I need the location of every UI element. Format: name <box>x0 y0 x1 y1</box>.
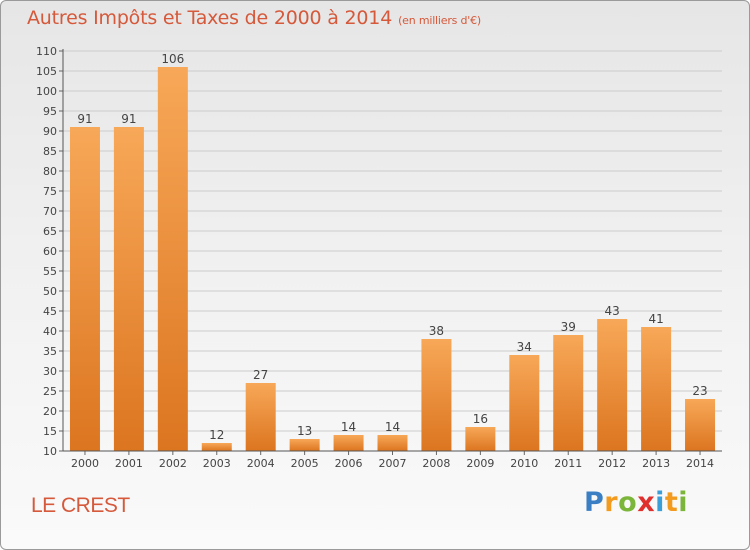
x-tick-label: 2002 <box>159 457 187 470</box>
x-tick-label: 2001 <box>115 457 143 470</box>
x-tick-label: 2004 <box>247 457 275 470</box>
data-label: 39 <box>561 320 576 334</box>
bar-2007 <box>377 435 408 451</box>
y-tick-label: 75 <box>43 185 57 198</box>
y-tick-label: 105 <box>36 65 57 78</box>
chart-title-unit: (en milliers d'€) <box>398 14 481 27</box>
y-tick-label: 10 <box>43 445 57 458</box>
bar-2000 <box>69 127 100 451</box>
logo-letter: P <box>584 487 605 518</box>
x-tick-label: 2010 <box>510 457 538 470</box>
y-axis-ticks: 10 15 20 25 30 35 40 45 50 55 60 65 70 75 80 85 90 95 100 1… <box>36 45 63 458</box>
data-label: 41 <box>648 312 663 326</box>
logo-letter: t <box>664 487 679 518</box>
y-tick-label: 50 <box>43 285 57 298</box>
data-label: 27 <box>253 368 268 382</box>
x-tick-label: 2011 <box>554 457 582 470</box>
logo-letter: x <box>637 487 656 518</box>
y-tick-label: 95 <box>43 105 57 118</box>
y-tick-label: 55 <box>43 265 57 278</box>
y-tick-label: 90 <box>43 125 57 138</box>
y-tick-label: 15 <box>43 425 57 438</box>
data-label: 38 <box>429 324 444 338</box>
x-tick-label: 2003 <box>203 457 231 470</box>
y-tick-label: 85 <box>43 145 57 158</box>
logo-letter: o <box>618 487 638 518</box>
commune-name: LE CREST <box>31 494 130 517</box>
bar-2009 <box>465 427 496 451</box>
x-tick-label: 2008 <box>422 457 450 470</box>
bar-2013 <box>641 327 672 451</box>
bar-2001 <box>113 127 144 451</box>
x-tick-label: 2006 <box>335 457 363 470</box>
logo-letter: i <box>655 487 665 518</box>
x-tick-label: 2014 <box>686 457 714 470</box>
logo-letter: r <box>604 487 619 518</box>
bar-2005 <box>289 439 320 451</box>
y-tick-label: 45 <box>43 305 57 318</box>
bar-2004 <box>245 383 276 451</box>
bar-2006 <box>333 435 364 451</box>
data-label: 12 <box>209 428 224 442</box>
proxiti-logo: Proxiti <box>584 487 688 518</box>
data-label: 16 <box>473 412 488 426</box>
logo-letter: i <box>678 487 689 518</box>
data-labels: 91 91 106 12 27 13 14 14 38 16 34 39 43 41 23 <box>77 52 707 442</box>
bar-2010 <box>509 355 540 451</box>
bar-2012 <box>597 319 628 451</box>
data-label: 91 <box>77 112 92 126</box>
bars <box>69 67 716 451</box>
data-label: 91 <box>121 112 136 126</box>
y-tick-label: 25 <box>43 385 57 398</box>
y-tick-label: 30 <box>43 365 57 378</box>
data-label: 23 <box>692 384 707 398</box>
x-tick-label: 2009 <box>466 457 494 470</box>
x-tick-label: 2013 <box>642 457 670 470</box>
y-tick-label: 65 <box>43 225 57 238</box>
bar-2014 <box>685 399 716 451</box>
y-tick-label: 100 <box>36 85 57 98</box>
y-tick-label: 40 <box>43 325 57 338</box>
data-label: 34 <box>517 340 532 354</box>
bar-2008 <box>421 339 452 451</box>
y-tick-label: 110 <box>36 45 57 58</box>
data-label: 43 <box>605 304 620 318</box>
data-label: 14 <box>385 420 400 434</box>
x-tick-label: 2012 <box>598 457 626 470</box>
y-tick-label: 35 <box>43 345 57 358</box>
y-tick-label: 70 <box>43 205 57 218</box>
x-tick-label: 2005 <box>291 457 319 470</box>
axes <box>62 49 722 452</box>
y-tick-label: 60 <box>43 245 57 258</box>
x-tick-label: 2007 <box>379 457 407 470</box>
data-label: 14 <box>341 420 356 434</box>
bar-2002 <box>157 67 188 451</box>
bar-2011 <box>553 335 584 451</box>
x-axis-ticks: 2000 2001 2002 2003 2004 2005 2006 2007 2008 2009… <box>71 451 714 470</box>
bar-2003 <box>201 443 232 451</box>
chart-title-main: Autres Impôts et Taxes de 2000 à 2014 <box>27 7 393 29</box>
data-label: 106 <box>161 52 184 66</box>
data-label: 13 <box>297 424 312 438</box>
y-tick-label: 20 <box>43 405 57 418</box>
y-tick-label: 80 <box>43 165 57 178</box>
x-tick-label: 2000 <box>71 457 99 470</box>
chart-title: Autres Impôts et Taxes de 2000 à 2014 (en… <box>27 7 481 29</box>
